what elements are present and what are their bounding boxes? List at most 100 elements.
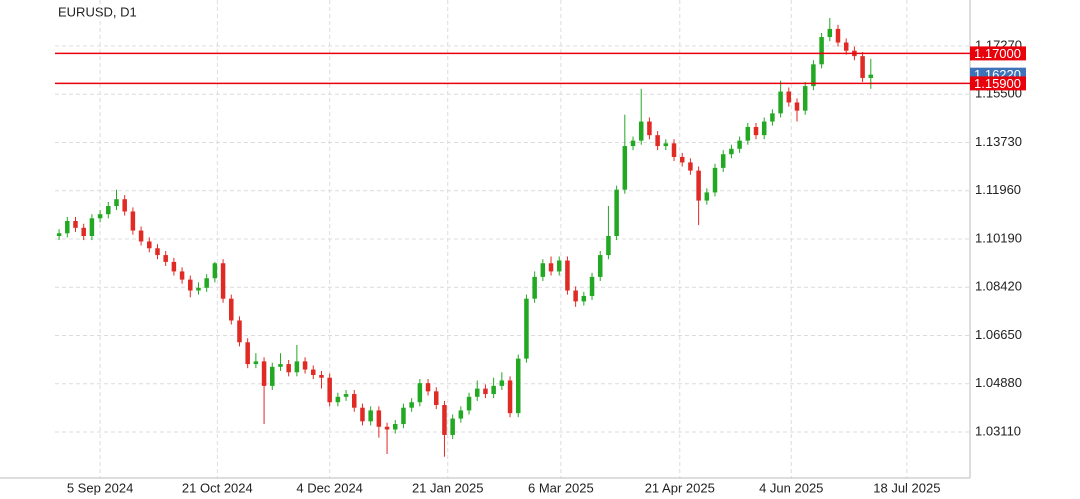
price-line-label: 1.17000	[974, 46, 1021, 61]
candle-body	[335, 396, 341, 403]
x-tick-label: 4 Jun 2025	[759, 480, 823, 495]
candle-body	[753, 126, 759, 136]
candle-body	[65, 221, 70, 234]
candle-body	[212, 263, 218, 279]
x-tick-label: 5 Sep 2024	[67, 480, 134, 495]
candle-body	[278, 364, 283, 367]
y-tick-label: 1.06650	[975, 327, 1022, 342]
y-tick-label: 1.10190	[975, 230, 1022, 245]
candle-body	[737, 140, 742, 149]
candle-body	[597, 255, 603, 277]
candle-body	[163, 255, 168, 262]
candle-body	[507, 380, 513, 414]
candle-body	[106, 206, 111, 215]
candle-body	[483, 388, 488, 395]
candle-body	[261, 361, 267, 386]
x-tick-label: 18 Jul 2025	[873, 480, 940, 495]
candle-body	[802, 86, 808, 111]
candle-body	[433, 391, 439, 405]
candle-body	[179, 271, 185, 280]
candle-body	[343, 394, 349, 397]
candle-body	[474, 388, 480, 397]
x-tick-label: 21 Jan 2025	[412, 480, 484, 495]
candle-body	[450, 418, 455, 435]
candle-body	[630, 140, 636, 147]
candle-body	[442, 404, 447, 435]
candle-body	[835, 28, 841, 43]
candle-body	[573, 290, 578, 302]
candle-body	[606, 236, 611, 256]
candle-body	[401, 407, 406, 425]
price-line-label: 1.15900	[974, 76, 1021, 91]
candle-body	[458, 410, 464, 419]
candle-body	[729, 148, 734, 155]
candle-body	[638, 121, 644, 141]
candle-body	[130, 211, 136, 231]
candle-body	[532, 276, 537, 299]
candle-body	[679, 156, 685, 163]
candle-body	[565, 260, 570, 291]
candle-body	[770, 113, 775, 122]
candle-body	[409, 402, 414, 408]
x-tick-label: 6 Mar 2025	[528, 480, 594, 495]
candle-body	[581, 295, 587, 302]
candle-body	[761, 121, 767, 136]
x-tick-label: 4 Dec 2024	[296, 480, 363, 495]
candle-body	[294, 361, 300, 373]
candle-body	[556, 260, 562, 272]
candle-body	[671, 143, 677, 157]
candle-body	[56, 233, 62, 237]
candle-body	[237, 320, 242, 343]
candle-body	[384, 426, 390, 430]
candle-body	[229, 298, 234, 321]
candle-body	[589, 276, 595, 296]
candle-body	[655, 135, 660, 147]
candle-body	[524, 298, 529, 359]
candle-body	[663, 143, 669, 147]
candle-body	[319, 374, 324, 378]
candle-body	[311, 369, 316, 375]
candle-body	[819, 37, 824, 65]
candle-body	[147, 241, 152, 249]
candle-body	[245, 342, 250, 365]
candle-body	[171, 261, 177, 272]
candle-body	[376, 410, 382, 427]
candle-body	[352, 394, 357, 408]
x-tick-label: 21 Oct 2024	[182, 480, 253, 495]
candle-body	[720, 154, 726, 168]
candle-body	[688, 162, 693, 171]
candle-body	[704, 192, 710, 201]
y-tick-label: 1.04880	[975, 375, 1022, 390]
candle-body	[204, 278, 209, 288]
candle-body	[97, 214, 103, 219]
chart-title: EURUSD, D1	[58, 4, 137, 19]
candle-body	[302, 361, 308, 370]
candle-body	[81, 227, 86, 237]
candle-body	[622, 146, 628, 190]
x-tick-label: 21 Apr 2025	[645, 480, 715, 495]
candle-body	[286, 364, 291, 373]
candle-body	[360, 407, 365, 422]
candle-body	[253, 361, 259, 365]
candle-body	[466, 396, 472, 411]
candle-body	[122, 199, 127, 212]
candle-body	[786, 91, 792, 103]
candle-body	[417, 383, 423, 403]
candle-body	[491, 385, 496, 395]
candle-body	[712, 167, 718, 193]
candle-body	[499, 380, 505, 386]
candle-body	[89, 218, 95, 237]
y-tick-label: 1.08420	[975, 279, 1022, 294]
candle-body	[73, 221, 78, 228]
price-line-tag	[970, 76, 1026, 91]
candle-body	[843, 42, 849, 51]
y-tick-label: 1.13730	[975, 134, 1022, 149]
candle-body	[614, 189, 619, 237]
candle-body	[393, 424, 398, 430]
candle-body	[778, 91, 783, 114]
candle-body	[155, 248, 160, 256]
price-line-tag	[970, 46, 1026, 61]
